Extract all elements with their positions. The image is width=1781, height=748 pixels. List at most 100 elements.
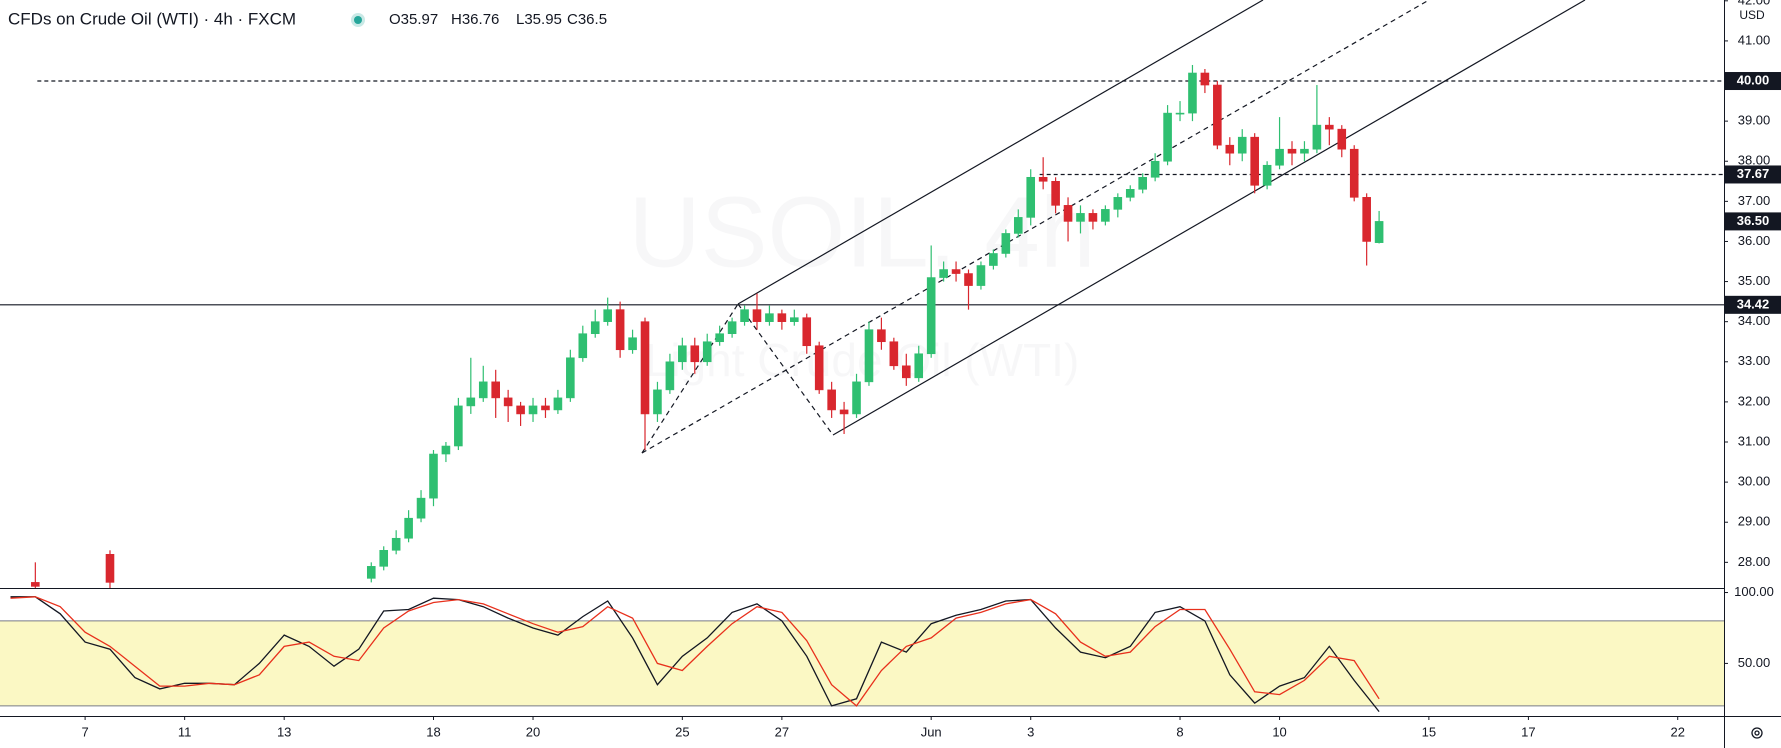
candle-body	[429, 453, 438, 499]
candle-body	[391, 537, 401, 551]
candle-body	[1175, 112, 1185, 115]
ohlc-item: C36.5	[567, 11, 607, 28]
level-label: 40.00	[1737, 72, 1770, 87]
currency: USD	[1739, 8, 1765, 22]
last-price-box	[1725, 212, 1781, 231]
candle-body	[702, 341, 712, 363]
candle-body	[1312, 124, 1322, 150]
channel-median	[641, 0, 1430, 454]
candle-body	[1101, 209, 1110, 222]
ohlc-value: 35.95	[524, 11, 562, 28]
candle-body	[491, 381, 500, 399]
candle-body	[1250, 136, 1259, 186]
ohlc-item: H36.76	[451, 11, 499, 28]
candle-body	[653, 389, 662, 415]
candle-body	[404, 517, 413, 539]
candle-body	[939, 269, 948, 278]
candle-body	[628, 337, 637, 351]
candle-body	[889, 341, 899, 367]
candle-body	[603, 309, 612, 322]
candle-body	[1088, 213, 1098, 222]
candle-body	[528, 405, 538, 415]
candle-body	[951, 269, 961, 274]
candle-body	[665, 361, 675, 391]
candle-body	[1287, 148, 1297, 154]
y-tick-label: 38.00	[1738, 153, 1771, 168]
candle-body	[31, 582, 40, 587]
x-tick-label: 18	[426, 724, 440, 739]
y-tick-label: 41.00	[1738, 32, 1771, 47]
candle-body	[1163, 112, 1172, 162]
y-tick-label: 32.00	[1738, 393, 1771, 408]
stochastic-line	[10, 596, 1380, 713]
candle-body	[1200, 72, 1210, 86]
status-dot	[354, 16, 362, 24]
trend-lines	[641, 0, 1586, 454]
y-tick-label: 31.00	[1738, 433, 1771, 448]
candle-body	[516, 405, 525, 415]
channel-lower	[832, 0, 1586, 436]
candle-body	[1275, 148, 1284, 166]
y-tick-label: 37.00	[1738, 193, 1771, 208]
candle-body	[553, 397, 563, 411]
candle-body	[1188, 72, 1197, 114]
candle-body	[541, 405, 550, 411]
ohlc-label: O	[389, 11, 401, 28]
candle-body	[566, 357, 575, 399]
ohlc-label: C	[567, 11, 578, 28]
y-tick-label: 42.00	[1738, 0, 1771, 7]
candle-body	[839, 409, 849, 415]
candle-body	[1300, 148, 1309, 154]
x-tick-label: 7	[81, 724, 88, 739]
settings-icon[interactable]	[1751, 727, 1763, 739]
x-tick-label: 8	[1176, 724, 1183, 739]
y2-tick-label: 100.00	[1734, 584, 1774, 599]
watermark: Light Crude Oil (WTI)	[645, 334, 1080, 386]
candle-body	[1125, 189, 1135, 198]
ohlc-value: 36.76	[462, 11, 500, 28]
candle-body	[802, 317, 812, 347]
x-tick-label: 10	[1272, 724, 1286, 739]
candle-body	[1237, 136, 1247, 154]
candle-body	[1113, 197, 1123, 210]
y-tick-label: 28.00	[1738, 554, 1771, 569]
candle-body	[454, 405, 463, 447]
candle-body	[678, 345, 687, 363]
candle-body	[1051, 180, 1060, 206]
candle-body	[1038, 176, 1048, 182]
candle-body	[615, 309, 625, 351]
candle-body	[478, 381, 488, 399]
candle-body	[864, 329, 874, 383]
ohlc-item: L35.95	[516, 11, 562, 28]
x-tick-label: 3	[1027, 724, 1034, 739]
candle-body	[1213, 84, 1222, 146]
candle-body	[1013, 217, 1023, 234]
level-box	[1725, 72, 1781, 91]
y-tick-label: 39.00	[1738, 113, 1771, 128]
x-tick-label: 11	[178, 724, 192, 739]
candle-body	[1349, 148, 1359, 198]
candle-body	[852, 381, 861, 415]
axes: 28.00 29.00 30.00 31.00 32.00 33.00 34.00 35.00…	[81, 0, 1781, 739]
candle-body	[1150, 160, 1160, 178]
ohlc-item: O35.97	[389, 11, 438, 28]
y-tick-label: 36.00	[1738, 233, 1771, 248]
x-tick-label: 15	[1422, 724, 1436, 739]
candle-body	[989, 253, 998, 266]
candle-body	[379, 549, 389, 567]
stochastic-pane	[0, 596, 1724, 713]
y-tick-label: 30.00	[1738, 474, 1771, 489]
y2-tick-label: 50.00	[1738, 655, 1771, 670]
candle-body	[366, 566, 376, 579]
candle-body	[441, 445, 451, 455]
candle-body	[715, 333, 724, 343]
x-tick-label: 17	[1521, 724, 1535, 739]
stochastic-line	[10, 596, 1380, 707]
ohlc-label: L	[516, 11, 524, 28]
ohlc-value: 36.5	[578, 11, 607, 28]
candle-body	[777, 313, 787, 322]
candles	[31, 64, 1384, 588]
candle-body	[1262, 164, 1272, 186]
candle-body	[790, 317, 799, 322]
